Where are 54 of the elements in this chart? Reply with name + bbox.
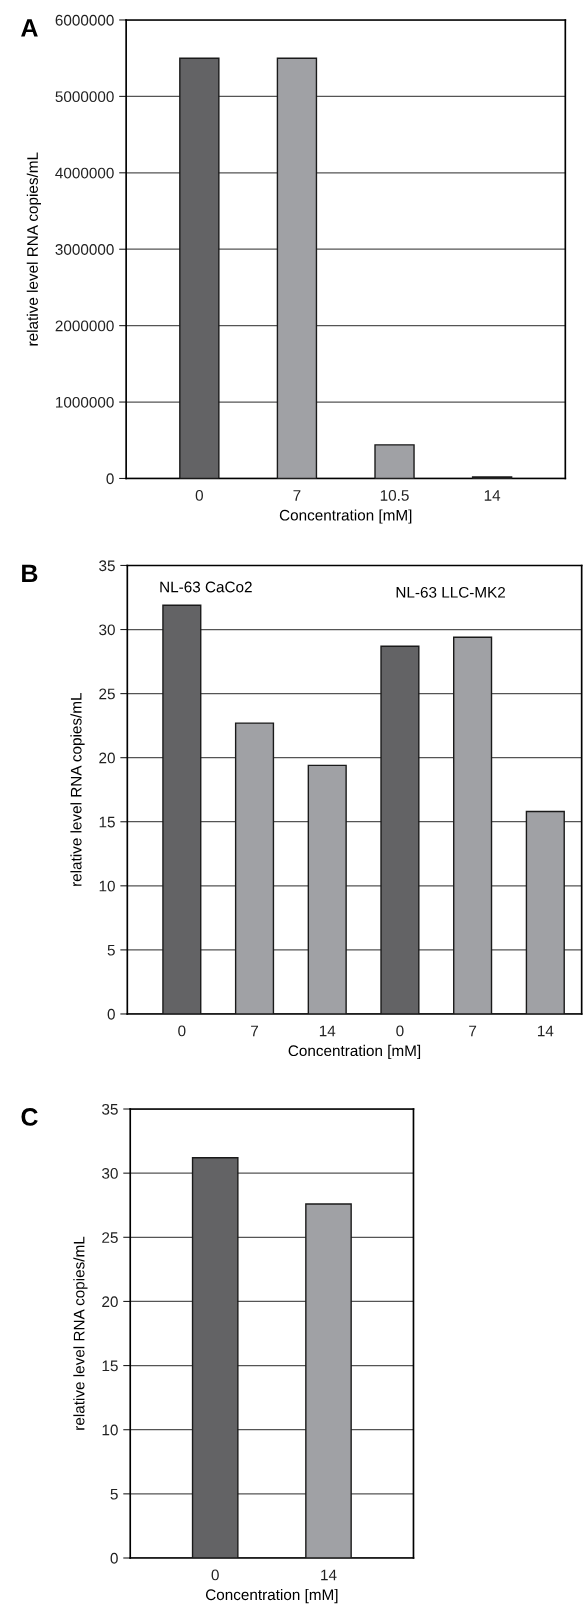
bar bbox=[234, 722, 275, 1014]
x-tick-label: 14 bbox=[319, 1025, 336, 1037]
y-tick-label: 1000000 bbox=[56, 396, 114, 408]
x-axis-title: Concentration [mM] bbox=[205, 1588, 338, 1604]
y-tick-label: 10 bbox=[102, 1424, 118, 1436]
y-tick-label: 5 bbox=[110, 1488, 118, 1500]
x-tick-label: 0 bbox=[396, 1025, 404, 1037]
x-tick-label: 7 bbox=[251, 1025, 259, 1037]
x-tick-label: 14 bbox=[321, 1569, 337, 1581]
x-tick-label: 0 bbox=[195, 489, 203, 501]
bar bbox=[162, 604, 202, 1014]
bar bbox=[374, 444, 415, 479]
x-tick-label: 14 bbox=[484, 490, 501, 501]
x-tick-label: 7 bbox=[469, 1025, 477, 1037]
y-tick-label: 4000000 bbox=[55, 167, 114, 179]
y-tick-label: 10 bbox=[99, 880, 115, 892]
x-tick-label: 7 bbox=[293, 490, 301, 501]
bar bbox=[276, 57, 318, 479]
x-axis-title: Concentration [mM] bbox=[288, 1044, 421, 1060]
y-axis-title: relative level RNA copies/mL bbox=[70, 692, 85, 886]
y-axis-title: relative level RNA copies/mL bbox=[26, 152, 41, 346]
y-tick-label: 35 bbox=[99, 560, 115, 572]
y-tick-label: 5000000 bbox=[55, 91, 114, 103]
chart-title: A bbox=[21, 19, 38, 37]
x-tick-label: 0 bbox=[178, 1025, 186, 1037]
y-tick-label: 30 bbox=[99, 624, 115, 636]
annotation: NL-63 LLC-MK2 bbox=[396, 586, 505, 598]
y-tick-label: 0 bbox=[106, 473, 114, 485]
x-tick-label: 10.5 bbox=[380, 489, 409, 501]
y-tick-label: 30 bbox=[102, 1168, 118, 1179]
bar bbox=[307, 764, 347, 1014]
bar bbox=[380, 645, 420, 1014]
bar bbox=[453, 636, 493, 1014]
y-axis-title: relative level RNA copies/mL bbox=[73, 1236, 88, 1430]
y-tick-label: 5 bbox=[107, 944, 115, 956]
chart-title: C bbox=[21, 1108, 38, 1126]
y-tick-label: 25 bbox=[102, 1232, 118, 1243]
y-tick-label: 2000000 bbox=[55, 320, 114, 332]
annotation: NL-63 CaCo2 bbox=[160, 581, 252, 593]
y-tick-label: 20 bbox=[102, 1296, 118, 1308]
y-tick-label: 20 bbox=[99, 752, 115, 764]
y-tick-label: 3000000 bbox=[55, 244, 114, 255]
y-tick-label: 0 bbox=[110, 1552, 118, 1564]
bar bbox=[525, 810, 565, 1014]
y-tick-label: 15 bbox=[102, 1360, 118, 1372]
chart-title: B bbox=[22, 564, 38, 582]
y-tick-label: 15 bbox=[99, 816, 115, 828]
y-tick-label: 0 bbox=[107, 1008, 115, 1020]
y-tick-label: 35 bbox=[102, 1103, 118, 1115]
x-axis-title: Concentration [mM] bbox=[279, 509, 412, 524]
y-tick-label: 25 bbox=[99, 688, 115, 700]
x-tick-label: 14 bbox=[537, 1025, 554, 1037]
bar bbox=[179, 57, 220, 479]
y-tick-label: 6000000 bbox=[55, 14, 114, 26]
